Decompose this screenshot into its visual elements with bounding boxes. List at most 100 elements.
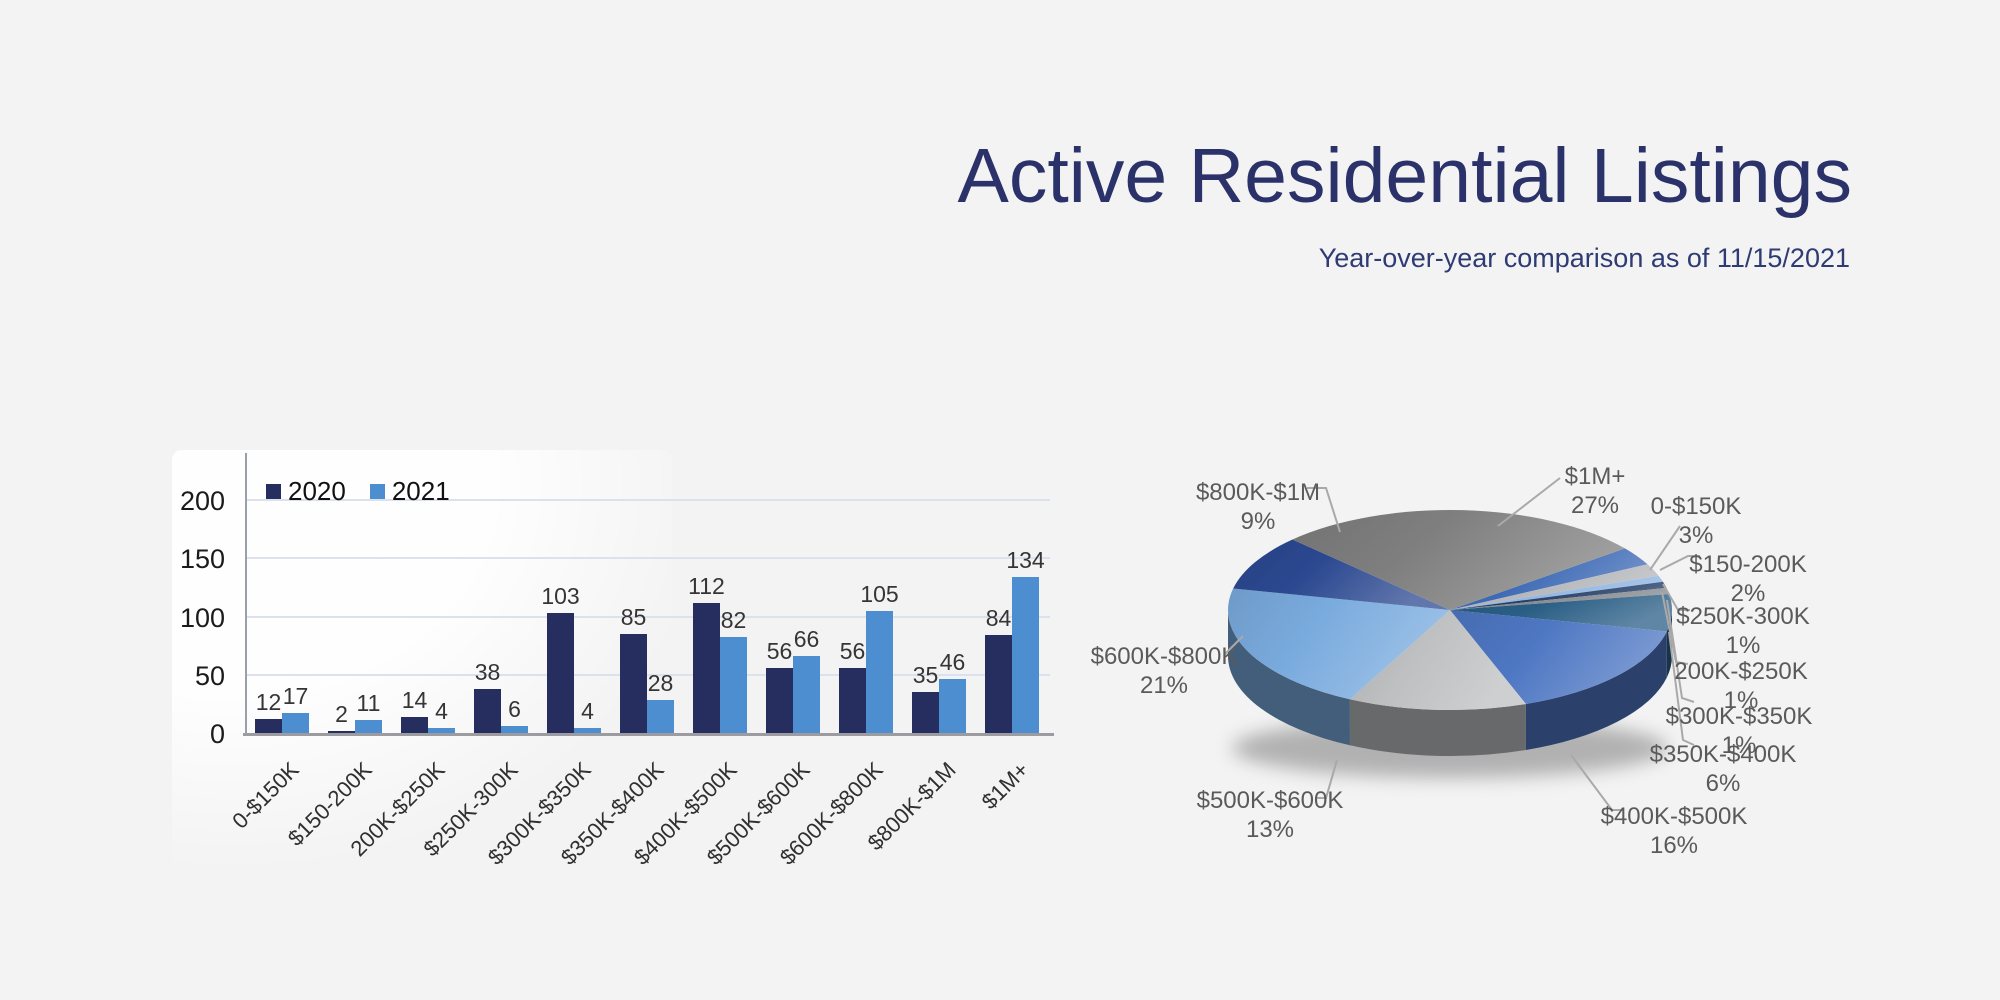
pie-label-category: $350K-$400K	[1649, 741, 1797, 768]
bar-value-label: 56	[839, 637, 866, 664]
bar-2021-$150-200K	[355, 720, 382, 733]
pie-label-$350K-$400K: $350K-$400K 6%	[1613, 740, 1833, 798]
pie-slice-0-$150K	[1450, 548, 1648, 610]
y-tick-label: 150	[179, 544, 225, 575]
bar-2021-200K-$250K	[428, 728, 455, 733]
legend-item-2021: 2021	[369, 476, 450, 507]
pie-label-percent: 9%	[1240, 508, 1276, 535]
pie-slice-$350K-$400K	[1450, 594, 1673, 632]
pie-leader-line-$350K-$400K	[1668, 631, 1695, 746]
bar-2021-$600K-$800K	[866, 610, 893, 733]
pie-label-percent: 13%	[1245, 816, 1295, 843]
bar-value-label: 12	[255, 689, 282, 716]
bar-2020-0-$150K	[255, 719, 282, 733]
pie-label-$300K-$350K: $300K-$350K 1%	[1629, 702, 1849, 760]
pie-label-percent: 3%	[1678, 522, 1714, 549]
pie-slice-side-$500K-$600K	[1349, 699, 1526, 756]
pie-label-percent: 1%	[1723, 687, 1759, 714]
bar-2021-$500K-$600K	[793, 656, 820, 733]
pie-label-$150-200K: $150-200K 2%	[1638, 550, 1858, 608]
bar-value-label: 105	[860, 580, 899, 607]
gridline	[245, 615, 1050, 618]
bar-2020-$500K-$600K	[766, 667, 793, 733]
pie-label-percent: 6%	[1705, 770, 1741, 797]
pie-slice-$400K-$500K	[1450, 610, 1667, 704]
y-tick-label: 200	[179, 486, 225, 516]
pie-slice-$300K-$350K	[1450, 587, 1670, 610]
pie-label-0-$150K: 0-$150K 3%	[1586, 492, 1806, 550]
pie-label-percent: 1%	[1721, 732, 1757, 759]
bar-value-label: 4	[581, 698, 594, 725]
pie-slice-side-$600K-$800K	[1228, 610, 1350, 746]
pie-slice-$1M+	[1292, 509, 1625, 610]
pie-label-percent: 2%	[1730, 580, 1766, 607]
bar-2021-$400K-$500K	[720, 637, 747, 733]
x-axis-line	[243, 733, 1054, 736]
bar-2021-$250K-300K	[501, 726, 528, 733]
bar-2020-$400K-$500K	[693, 602, 720, 733]
pie-leader-line-$600K-$800K	[1224, 635, 1244, 655]
legend-label: 2020	[288, 476, 346, 506]
legend-label: 2021	[391, 476, 450, 506]
bar-2020-$250K-300K	[474, 688, 501, 733]
pie-slice-$600K-$800K	[1228, 588, 1450, 700]
bar-value-label: 56	[766, 637, 793, 664]
pie-label-$600K-$800K: $600K-$800K 21%	[1054, 642, 1274, 700]
pie-label-percent: 16%	[1649, 832, 1699, 859]
bar-value-label: 134	[1006, 546, 1045, 573]
pie-label-$250K-300K: $250K-300K 1%	[1633, 602, 1853, 660]
gridline	[245, 557, 1050, 560]
pie-leader-line-0-$150K	[1649, 525, 1681, 571]
page-subtitle: Year-over-year comparison as of 11/15/20…	[1318, 243, 1850, 273]
pie-label-category: $800K-$1M	[1195, 479, 1321, 506]
y-tick-label: 50	[194, 660, 225, 691]
bar-2020-$300K-$350K	[547, 613, 574, 733]
legend-swatch-icon	[369, 484, 385, 499]
pie-leader-line-$800K-$1M	[1307, 487, 1341, 533]
pie-label-percent: 21%	[1139, 672, 1189, 699]
pie-label-category: $400K-$500K	[1600, 803, 1748, 830]
legend-swatch-icon	[266, 484, 281, 499]
bar-2020-$800K-$1M	[912, 692, 939, 733]
bar-2020-$150-200K	[328, 730, 355, 733]
gridline	[245, 499, 1050, 501]
bar-value-label: 14	[401, 686, 428, 713]
pie-label-category: $250K-300K	[1676, 603, 1810, 630]
y-axis-line	[245, 453, 247, 735]
bar-chart-panel	[172, 450, 672, 870]
pie-slice-$800K-$1M	[1233, 539, 1450, 610]
bar-2021-$300K-$350K	[574, 728, 601, 733]
bar-2021-$1M+	[1012, 576, 1039, 733]
bar-value-label: 2	[335, 700, 348, 727]
pie-label-category: 0-$150K	[1650, 493, 1742, 520]
bar-2021-$800K-$1M	[939, 679, 966, 733]
pie-label-category: $600K-$800K	[1090, 643, 1238, 670]
bar-2020-$600K-$800K	[839, 667, 866, 733]
pie-label-$500K-$600K: $500K-$600K 13%	[1160, 786, 1380, 844]
pie-label-category: $300K-$350K	[1665, 703, 1813, 730]
pie-label-category: $1M+	[1564, 463, 1626, 490]
pie-label-category: $500K-$600K	[1196, 787, 1344, 814]
y-tick-label: 100	[179, 602, 225, 633]
bar-2021-0-$150K	[282, 713, 309, 733]
pie-leader-line-$150-200K	[1659, 555, 1700, 571]
pie-leader-line-$300K-$350K	[1666, 599, 1695, 703]
pie-label-$1M+: $1M+ 27%	[1485, 462, 1705, 520]
bar-2020-$350K-$400K	[620, 633, 647, 733]
pie-leader-line-$500K-$600K	[1317, 759, 1338, 799]
y-tick-label: 0	[209, 719, 225, 749]
bar-value-label: 38	[474, 658, 501, 685]
bar-value-label: 103	[541, 583, 580, 609]
bar-2020-$1M+	[985, 635, 1012, 733]
pie-label-category: $150-200K	[1689, 551, 1807, 578]
legend-item-2020: 2020	[266, 476, 346, 507]
pie-label-percent: 1%	[1725, 632, 1761, 659]
bar-2020-200K-$250K	[401, 716, 428, 733]
pie-leader-line-$1M+	[1497, 477, 1561, 527]
pie-label-200K-$250K: 200K-$250K 1%	[1631, 657, 1851, 715]
bar-value-label: 4	[435, 698, 448, 725]
